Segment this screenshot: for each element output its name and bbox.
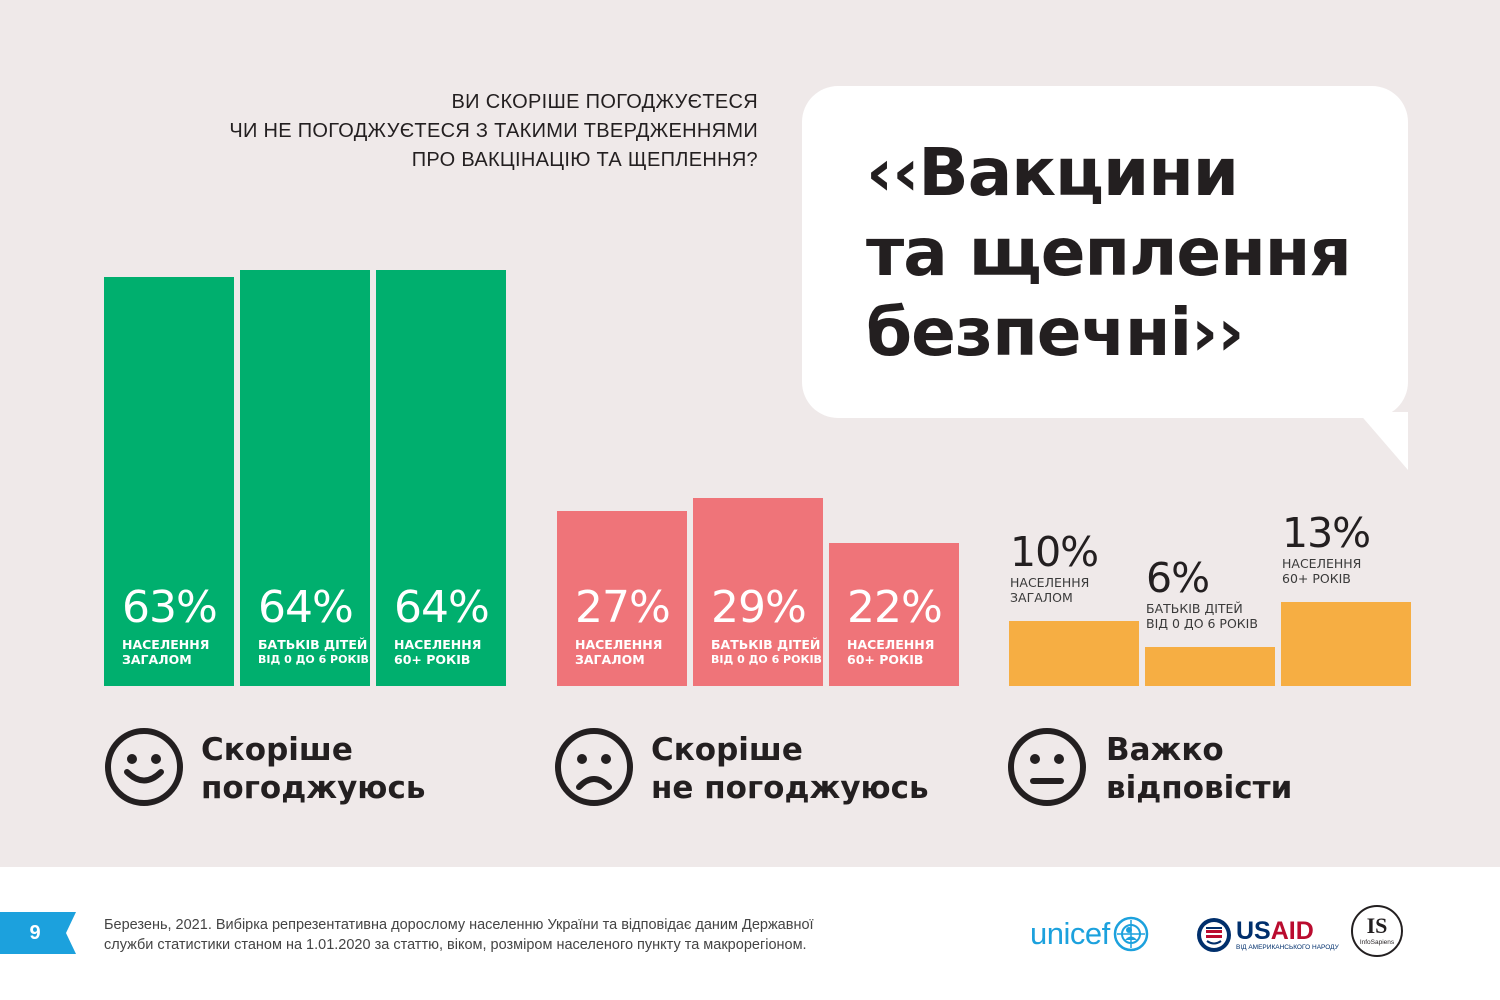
- usaid-seal-icon: [1197, 918, 1231, 952]
- bar-disagree-2: 29% БАТЬКІВ ДІТЕЙ ВІД 0 ДО 6 РОКІВ: [693, 497, 823, 686]
- question-line-2: ЧИ НЕ ПОГОДЖУЄТЕСЯ З ТАКИМИ ТВЕРДЖЕННЯМИ: [229, 120, 758, 142]
- survey-question: ВИ СКОРІШЕ ПОГОДЖУЄТЕСЯ ЧИ НЕ ПОГОДЖУЄТЕ…: [150, 88, 758, 175]
- sad-face-icon: [555, 728, 633, 806]
- infosapiens-name: InfoSapiens: [1360, 939, 1395, 946]
- bar-value-label: 64%: [258, 582, 354, 633]
- unicef-emblem-icon: [1113, 916, 1148, 952]
- bar-label-line-2: ВІД 0 ДО 6 РОКІВ: [1146, 616, 1258, 631]
- infosapiens-logo: IS InfoSapiens: [1351, 905, 1403, 957]
- category-hard-to-say: Важко відповісти: [1106, 731, 1292, 807]
- bar-label-line-1: БАТЬКІВ ДІТЕЙ: [258, 637, 368, 652]
- category-disagree: Скоріше не погоджуюсь: [651, 731, 929, 807]
- bar-outside-label: 6% БАТЬКІВ ДІТЕЙ ВІД 0 ДО 6 РОКІВ: [1146, 557, 1258, 631]
- category-hard-line-2: відповісти: [1106, 770, 1293, 806]
- neutral-face-icon: [1008, 728, 1086, 806]
- bar-category-label: НАСЕЛЕННЯ ЗАГАЛОМ: [1010, 575, 1098, 605]
- bar-label-line-2: ЗАГАЛОМ: [122, 652, 192, 667]
- category-hard-line-1: Важко: [1106, 732, 1224, 768]
- usaid-tagline: ВІД АМЕРИКАНСЬКОГО НАРОДУ: [1236, 944, 1339, 951]
- bar-category-label: БАТЬКІВ ДІТЕЙ ВІД 0 ДО 6 РОКІВ: [258, 637, 369, 667]
- infosapiens-mark: IS: [1367, 913, 1388, 938]
- footnote: Березень, 2021. Вибірка репрезентативна …: [104, 915, 814, 955]
- bar-hard-to-say-2: [1145, 647, 1275, 686]
- bar-category-label: НАСЕЛЕННЯ 60+ РОКІВ: [847, 637, 934, 667]
- bar-value-label: 22%: [847, 582, 943, 633]
- bar-value-label: 64%: [394, 582, 490, 633]
- bar-category-label: БАТЬКІВ ДІТЕЙ ВІД 0 ДО 6 РОКІВ: [711, 637, 822, 667]
- bar-category-label: НАСЕЛЕННЯ ЗАГАЛОМ: [575, 637, 662, 667]
- bar-outside-label: 10% НАСЕЛЕННЯ ЗАГАЛОМ: [1010, 528, 1099, 605]
- bar-value-label: 63%: [122, 582, 218, 633]
- footnote-line-1: Березень, 2021. Вибірка репрезентативна …: [104, 917, 814, 933]
- bar-agree-1: 63% НАСЕЛЕННЯ ЗАГАЛОМ: [104, 276, 234, 686]
- bar-category-label: НАСЕЛЕННЯ 60+ РОКІВ: [1282, 556, 1370, 586]
- quote-line-1: ‹‹Вакцини: [866, 134, 1239, 211]
- bar-category-label: БАТЬКІВ ДІТЕЙ ВІД 0 ДО 6 РОКІВ: [1146, 601, 1258, 631]
- usaid-wordmark: USAID: [1236, 918, 1339, 944]
- quote-line-2: та щеплення: [866, 214, 1352, 291]
- page-number-tab: [0, 912, 76, 954]
- bar-label-line-1: НАСЕЛЕННЯ: [122, 637, 210, 652]
- question-line-3: ПРО ВАКЦІНАЦІЮ ТА ЩЕПЛЕННЯ?: [411, 149, 758, 171]
- usaid-us: US: [1236, 917, 1271, 945]
- bar-value-label: 6%: [1146, 554, 1210, 602]
- bar-label-line-2: ЗАГАЛОМ: [1010, 590, 1073, 605]
- bar-value-label: 13%: [1282, 508, 1371, 557]
- category-agree-line-1: Скоріше: [201, 732, 353, 768]
- bar-label-line-1: НАСЕЛЕННЯ: [575, 637, 663, 652]
- unicef-wordmark: unicef: [1030, 916, 1110, 951]
- bar-disagree-1: 27% НАСЕЛЕННЯ ЗАГАЛОМ: [557, 510, 687, 686]
- bar-value-label: 10%: [1010, 528, 1099, 576]
- category-disagree-line-1: Скоріше: [651, 732, 803, 768]
- smile-face-icon: [105, 728, 183, 806]
- bar-label-line-1: НАСЕЛЕННЯ: [847, 637, 935, 652]
- bar-label-line-1: НАСЕЛЕННЯ: [1282, 555, 1362, 571]
- usaid-aid: AID: [1270, 917, 1314, 945]
- category-agree-line-2: погоджуюсь: [201, 770, 426, 806]
- category-agree: Скоріше погоджуюсь: [201, 731, 425, 807]
- unicef-logo: unicef: [1030, 912, 1149, 956]
- page-number: 9: [29, 922, 41, 944]
- bar-label-line-1: НАСЕЛЕННЯ: [1010, 575, 1090, 590]
- bar-label-line-1: НАСЕЛЕННЯ: [394, 637, 482, 652]
- bar-outside-label: 13% НАСЕЛЕННЯ 60+ РОКІВ: [1282, 508, 1371, 586]
- quote-line-3: безпечні››: [866, 294, 1244, 371]
- bar-label-line-2: 60+ РОКІВ: [1282, 570, 1351, 586]
- statement-quote: ‹‹Вакцини та щеплення безпечні››: [866, 133, 1352, 373]
- bar-label-line-2: 60+ РОКІВ: [847, 652, 924, 667]
- bar-category-label: НАСЕЛЕННЯ 60+ РОКІВ: [394, 637, 481, 667]
- bar-label-line-2: ВІД 0 ДО 6 РОКІВ: [258, 653, 369, 666]
- bar-hard-to-say-3: [1281, 601, 1411, 686]
- bar-agree-2: 64% БАТЬКІВ ДІТЕЙ ВІД 0 ДО 6 РОКІВ: [240, 270, 370, 686]
- bar-disagree-3: 22% НАСЕЛЕННЯ 60+ РОКІВ: [829, 543, 959, 686]
- usaid-logo: USAID ВІД АМЕРИКАНСЬКОГО НАРОДУ: [1196, 912, 1339, 958]
- bar-label-line-2: ЗАГАЛОМ: [575, 652, 645, 667]
- bar-label-line-2: ВІД 0 ДО 6 РОКІВ: [711, 653, 822, 666]
- bar-hard-to-say-1: [1009, 621, 1139, 686]
- bar-value-label: 29%: [711, 582, 807, 633]
- bar-category-label: НАСЕЛЕННЯ ЗАГАЛОМ: [122, 637, 209, 667]
- speech-bubble-tail: [1358, 412, 1408, 470]
- category-disagree-line-2: не погоджуюсь: [651, 770, 929, 806]
- speech-bubble: [802, 86, 1408, 418]
- bar-label-line-1: БАТЬКІВ ДІТЕЙ: [711, 637, 821, 652]
- bar-agree-3: 64% НАСЕЛЕННЯ 60+ РОКІВ: [376, 270, 506, 686]
- footnote-line-2: служби статистики станом на 1.01.2020 за…: [104, 937, 807, 953]
- question-line-1: ВИ СКОРІШЕ ПОГОДЖУЄТЕСЯ: [451, 91, 758, 113]
- bar-value-label: 27%: [575, 582, 671, 633]
- bar-label-line-2: 60+ РОКІВ: [394, 652, 471, 667]
- bar-label-line-1: БАТЬКІВ ДІТЕЙ: [1146, 601, 1243, 616]
